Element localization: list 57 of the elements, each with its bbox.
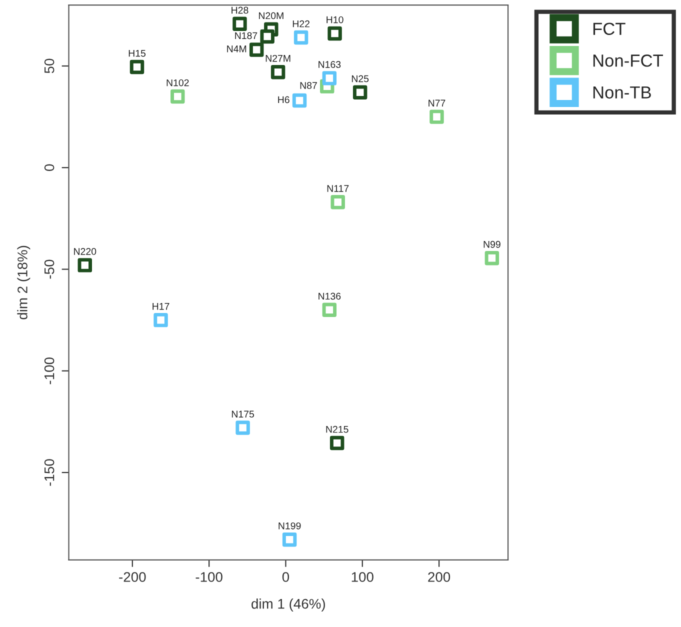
annotation: N215 xyxy=(326,426,348,433)
y-tick-label: -50 xyxy=(44,260,54,279)
point xyxy=(270,64,286,80)
point xyxy=(232,16,247,32)
point xyxy=(430,110,444,124)
annotation: N187 xyxy=(235,32,258,40)
x-tick-label: -100 xyxy=(196,572,222,582)
annotation: H22 xyxy=(292,20,310,28)
point xyxy=(294,30,308,45)
annotation: N4M xyxy=(227,46,246,52)
point xyxy=(154,312,168,328)
y-axis-title: dim 2 (18%) xyxy=(17,246,30,320)
annotation: N175 xyxy=(232,410,254,418)
point xyxy=(282,532,297,547)
annotation: N163 xyxy=(318,61,341,68)
x-tick-label: 100 xyxy=(352,572,374,582)
point xyxy=(78,258,92,272)
point xyxy=(330,436,344,450)
point xyxy=(260,29,274,44)
annotation: N77 xyxy=(428,100,446,106)
point xyxy=(170,89,185,104)
annotation: N99 xyxy=(484,240,500,248)
x-tick-label: 0 xyxy=(282,572,290,582)
y-tick-label: -100 xyxy=(44,358,54,384)
annotation: H28 xyxy=(232,6,248,14)
point xyxy=(322,71,337,86)
annotation: N117 xyxy=(327,185,349,192)
x-tick-label: -200 xyxy=(119,572,146,582)
y-tick-label: -150 xyxy=(44,459,54,486)
annotation: H17 xyxy=(152,303,170,310)
annotation: N102 xyxy=(166,79,189,86)
y-tick-label: 50 xyxy=(44,58,54,74)
point xyxy=(292,93,307,108)
y-tick-label: 0 xyxy=(44,164,54,171)
annotation: N199 xyxy=(278,522,301,530)
point xyxy=(249,42,264,57)
annotation: N27M xyxy=(266,54,290,62)
point xyxy=(328,26,342,41)
point xyxy=(322,302,337,318)
legend-label: Non-TB xyxy=(593,86,651,99)
x-tick-label: 200 xyxy=(428,572,450,582)
annotation: N20M xyxy=(258,12,284,20)
point xyxy=(130,60,144,74)
annotation: H6 xyxy=(278,96,290,104)
point xyxy=(236,420,250,435)
annotation: H15 xyxy=(128,50,146,57)
annotation: N220 xyxy=(74,248,96,255)
annotation: H10 xyxy=(326,16,344,24)
annotation: N87 xyxy=(300,82,317,89)
x-axis-title: dim 1 (46%) xyxy=(252,598,325,612)
point xyxy=(484,250,500,266)
annotation: N136 xyxy=(318,292,341,300)
legend-label: Non-FCT xyxy=(593,54,663,67)
legend-label: FCT xyxy=(593,22,626,35)
point xyxy=(330,195,345,210)
annotation: N25 xyxy=(352,75,369,82)
point xyxy=(352,85,368,100)
